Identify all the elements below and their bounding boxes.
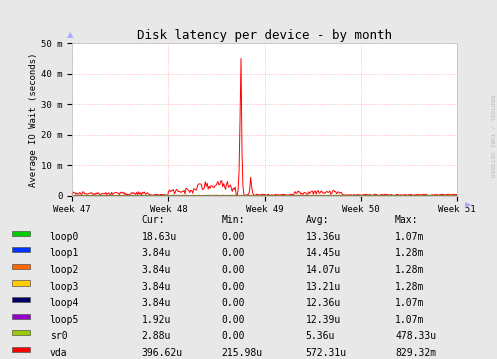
- Text: loop5: loop5: [50, 315, 79, 325]
- Text: 829.32m: 829.32m: [395, 348, 436, 358]
- Text: 572.31u: 572.31u: [306, 348, 347, 358]
- Text: 5.36u: 5.36u: [306, 331, 335, 341]
- FancyBboxPatch shape: [12, 314, 30, 319]
- Text: 2.88u: 2.88u: [142, 331, 171, 341]
- Text: 3.84u: 3.84u: [142, 281, 171, 292]
- Text: 3.84u: 3.84u: [142, 265, 171, 275]
- Text: Avg:: Avg:: [306, 215, 329, 225]
- Text: 18.63u: 18.63u: [142, 232, 177, 242]
- Text: 13.36u: 13.36u: [306, 232, 341, 242]
- Text: Min:: Min:: [221, 215, 245, 225]
- Text: 0.00: 0.00: [221, 281, 245, 292]
- Text: 215.98u: 215.98u: [221, 348, 262, 358]
- Text: 3.84u: 3.84u: [142, 248, 171, 258]
- Text: 0.00: 0.00: [221, 265, 245, 275]
- Text: 3.84u: 3.84u: [142, 298, 171, 308]
- Text: 0.00: 0.00: [221, 315, 245, 325]
- FancyBboxPatch shape: [12, 330, 30, 335]
- Text: 1.07m: 1.07m: [395, 298, 424, 308]
- Text: 1.07m: 1.07m: [395, 232, 424, 242]
- FancyBboxPatch shape: [12, 347, 30, 352]
- Text: 1.28m: 1.28m: [395, 248, 424, 258]
- Text: loop2: loop2: [50, 265, 79, 275]
- FancyBboxPatch shape: [12, 247, 30, 252]
- Text: 1.28m: 1.28m: [395, 265, 424, 275]
- Text: ▲: ▲: [67, 30, 74, 39]
- Text: 0.00: 0.00: [221, 248, 245, 258]
- Text: 1.92u: 1.92u: [142, 315, 171, 325]
- FancyBboxPatch shape: [12, 231, 30, 236]
- Text: 14.45u: 14.45u: [306, 248, 341, 258]
- Text: 396.62u: 396.62u: [142, 348, 183, 358]
- Text: Cur:: Cur:: [142, 215, 165, 225]
- Text: loop0: loop0: [50, 232, 79, 242]
- Text: RRDTOOL / TOBI OETIKER: RRDTOOL / TOBI OETIKER: [490, 95, 495, 178]
- Text: loop1: loop1: [50, 248, 79, 258]
- FancyBboxPatch shape: [12, 280, 30, 285]
- Text: 0.00: 0.00: [221, 331, 245, 341]
- Text: vda: vda: [50, 348, 67, 358]
- Text: 12.36u: 12.36u: [306, 298, 341, 308]
- Title: Disk latency per device - by month: Disk latency per device - by month: [137, 29, 392, 42]
- Text: 12.39u: 12.39u: [306, 315, 341, 325]
- Y-axis label: Average IO Wait (seconds): Average IO Wait (seconds): [29, 52, 38, 187]
- Text: loop4: loop4: [50, 298, 79, 308]
- Text: loop3: loop3: [50, 281, 79, 292]
- Text: 13.21u: 13.21u: [306, 281, 341, 292]
- Text: 1.07m: 1.07m: [395, 315, 424, 325]
- Text: Max:: Max:: [395, 215, 418, 225]
- Text: 1.28m: 1.28m: [395, 281, 424, 292]
- Text: ▶: ▶: [465, 200, 472, 209]
- FancyBboxPatch shape: [12, 297, 30, 302]
- Text: 14.07u: 14.07u: [306, 265, 341, 275]
- Text: sr0: sr0: [50, 331, 67, 341]
- Text: 0.00: 0.00: [221, 298, 245, 308]
- Text: 478.33u: 478.33u: [395, 331, 436, 341]
- Text: 0.00: 0.00: [221, 232, 245, 242]
- FancyBboxPatch shape: [12, 264, 30, 269]
